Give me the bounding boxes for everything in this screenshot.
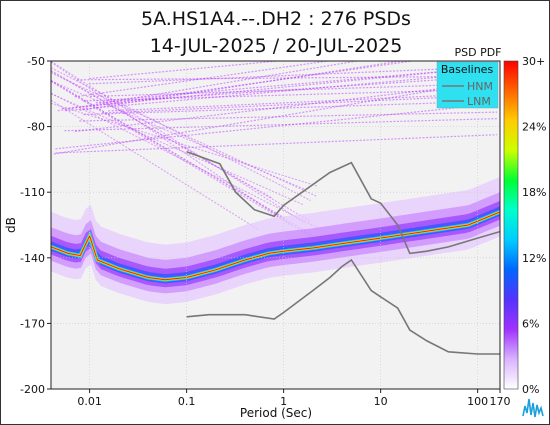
x-tick-label: 10 (374, 395, 388, 408)
pdf-band (51, 102, 318, 187)
x-tick-label: 0.1 (178, 395, 196, 408)
y-tick-label: -110 (20, 186, 45, 199)
colorbar-ticks: 30+ 24% 18% 12% 6% 0% (522, 55, 546, 396)
x-tick-label: 0.01 (77, 395, 102, 408)
pdf-band (51, 92, 321, 230)
colorbar (503, 60, 519, 390)
legend-item-lnm: LNM (467, 95, 491, 108)
pdf-band (51, 69, 311, 222)
pdf-band (51, 80, 286, 219)
pdf-band (108, 92, 498, 112)
pdf-band (88, 66, 498, 85)
pdf-band (64, 71, 498, 112)
y-tick-label: -170 (20, 317, 45, 330)
colorbar-tick-label: 24% (522, 121, 546, 134)
pdf-band (95, 75, 498, 104)
colorbar-tick-label: 18% (522, 186, 546, 199)
pdf-band (89, 61, 285, 80)
colorbar-label: PSD PDF (454, 46, 501, 59)
plot-frame (50, 60, 501, 390)
pdf-band (51, 61, 306, 224)
pdf-band (77, 75, 498, 81)
colorbar-tick-label: 6% (522, 317, 539, 330)
pdf-band (102, 94, 498, 114)
pdf-band (51, 81, 315, 240)
pdf-band (89, 82, 498, 98)
pdf-band (51, 70, 273, 199)
x-axis-label: Period (Sec) (240, 406, 312, 420)
pdf-band (57, 61, 361, 112)
y-tick-label: -80 (27, 121, 45, 134)
pdf-band (51, 61, 293, 227)
x-tick-label: 100 (467, 395, 488, 408)
pdf-band (74, 81, 498, 133)
y-tick-label: -50 (27, 55, 45, 68)
pdf-band (53, 79, 498, 155)
chart-subtitle: 14-JUL-2025 / 20-JUL-2025 (150, 35, 403, 57)
legend: Baselines HNM LNM (436, 61, 499, 109)
x-tick-label: 1 (280, 395, 287, 408)
pdf-band (82, 88, 498, 102)
pdf-band (106, 66, 498, 101)
pdf-band (61, 65, 498, 110)
pdf-density (51, 61, 500, 305)
legend-item-hnm: HNM (467, 80, 493, 93)
pdf-band (51, 99, 259, 230)
pdf-band (83, 100, 498, 116)
pdf-band (85, 61, 417, 108)
y-tick-label: -200 (20, 383, 45, 396)
x-tick-label: 170 (490, 395, 511, 408)
y-tick-label: -140 (20, 252, 45, 265)
colorbar-tick-label: 12% (522, 252, 546, 265)
series-line-lnm (186, 258, 500, 355)
grid (51, 61, 500, 389)
pdf-band (51, 80, 306, 191)
station-logo-icon (520, 395, 546, 421)
series-line-hnm (186, 150, 500, 255)
series-lines (186, 150, 500, 355)
pdf-band (74, 61, 332, 98)
pdf-spread (51, 200, 500, 288)
y-axis-label: dB (4, 217, 18, 233)
axis-ticks: 0.01 0.1 1 10 100 170 -50 -80 -110 -140 -170 -200 (20, 55, 510, 408)
pdf-band (79, 111, 498, 122)
pdf-band (79, 61, 405, 111)
pdf-band (55, 103, 498, 150)
colorbar-tick-label: 0% (522, 383, 539, 396)
legend-title: Baselines (441, 63, 494, 76)
pdf-band (51, 93, 304, 206)
pdf-band (51, 67, 311, 201)
chart-title: 5A.HS1A4.--.DH2 : 276 PSDs (141, 8, 411, 30)
pdf-band (55, 134, 498, 154)
pdf-core-red (51, 211, 500, 281)
colorbar-tick-label: 30+ (522, 55, 545, 68)
pdf-band (64, 118, 498, 132)
